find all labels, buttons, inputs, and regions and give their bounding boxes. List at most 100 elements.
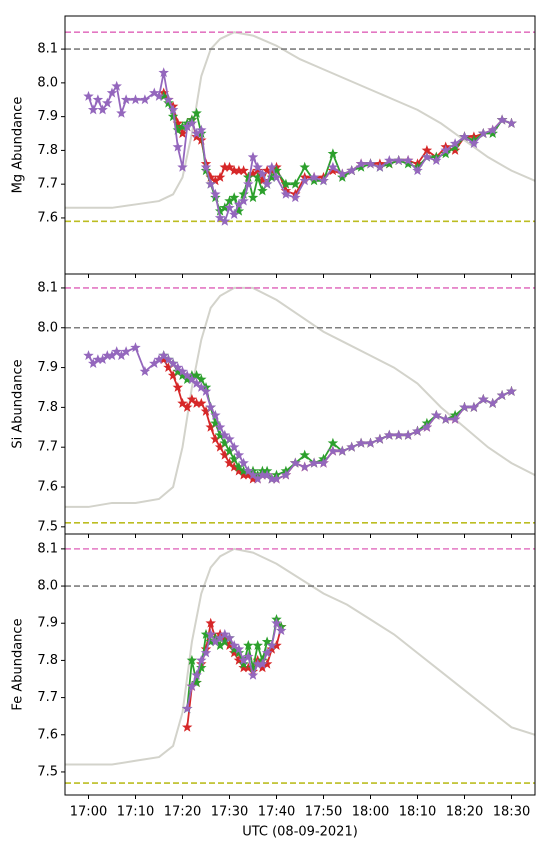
star-marker bbox=[308, 175, 320, 186]
star-marker bbox=[233, 654, 245, 665]
star-marker bbox=[158, 90, 169, 101]
star-marker bbox=[181, 401, 193, 412]
background-curve bbox=[65, 31, 535, 209]
star-marker bbox=[219, 628, 231, 639]
star-marker bbox=[116, 107, 127, 118]
star-marker bbox=[102, 97, 113, 108]
star-marker bbox=[308, 457, 320, 468]
star-marker bbox=[83, 90, 94, 101]
star-marker bbox=[196, 662, 207, 673]
star-marker bbox=[431, 155, 442, 165]
star-marker bbox=[327, 437, 339, 448]
x-tick-label: 18:30 bbox=[493, 805, 530, 820]
star-marker bbox=[111, 346, 122, 357]
star-marker bbox=[224, 433, 235, 444]
star-marker bbox=[355, 158, 367, 169]
star-marker bbox=[224, 457, 235, 468]
star-marker bbox=[158, 67, 169, 78]
star-marker bbox=[181, 121, 193, 132]
star-marker bbox=[290, 178, 301, 189]
star-marker bbox=[393, 429, 404, 440]
star-marker bbox=[205, 178, 216, 189]
star-marker bbox=[271, 165, 282, 176]
star-marker bbox=[261, 469, 273, 480]
star-marker bbox=[261, 165, 273, 176]
star-marker bbox=[243, 640, 254, 650]
star-marker bbox=[346, 441, 357, 452]
star-marker bbox=[299, 175, 310, 186]
star-marker bbox=[87, 358, 99, 369]
star-marker bbox=[205, 617, 216, 628]
star-marker bbox=[106, 350, 118, 361]
star-marker bbox=[83, 350, 94, 361]
star-marker bbox=[177, 397, 188, 408]
star-marker bbox=[238, 188, 249, 199]
star-marker bbox=[214, 632, 226, 643]
star-marker bbox=[186, 680, 198, 691]
star-marker bbox=[228, 165, 240, 176]
star-marker bbox=[449, 413, 461, 424]
star-marker bbox=[163, 94, 174, 105]
star-marker bbox=[243, 465, 254, 476]
star-marker bbox=[247, 669, 259, 680]
star-marker bbox=[177, 161, 188, 172]
y-tick-label: 7.7 bbox=[37, 177, 58, 192]
x-tick-label: 17:50 bbox=[305, 805, 342, 820]
star-marker bbox=[252, 171, 263, 182]
star-marker bbox=[120, 94, 132, 105]
star-marker bbox=[238, 195, 249, 206]
star-marker bbox=[440, 413, 451, 424]
star-marker bbox=[167, 104, 179, 115]
star-marker bbox=[412, 425, 423, 436]
star-marker bbox=[219, 449, 231, 460]
star-marker bbox=[116, 350, 127, 361]
star-marker bbox=[163, 97, 174, 108]
star-marker bbox=[233, 165, 245, 176]
star-marker bbox=[238, 165, 249, 176]
star-marker bbox=[172, 381, 184, 392]
star-marker bbox=[186, 117, 198, 128]
star-marker bbox=[177, 121, 188, 132]
star-marker bbox=[459, 401, 470, 412]
star-marker bbox=[384, 429, 395, 440]
star-marker bbox=[120, 346, 132, 357]
star-marker bbox=[243, 171, 254, 182]
star-marker bbox=[200, 161, 212, 172]
y-axis-label: Mg Abundance bbox=[11, 97, 26, 194]
star-marker bbox=[172, 362, 184, 373]
star-marker bbox=[205, 401, 216, 412]
star-marker bbox=[181, 374, 193, 384]
star-marker bbox=[421, 144, 433, 155]
star-marker bbox=[130, 94, 141, 105]
star-marker bbox=[261, 636, 273, 647]
star-marker bbox=[449, 138, 461, 149]
star-marker bbox=[257, 469, 268, 480]
star-marker bbox=[299, 449, 310, 460]
star-marker bbox=[280, 469, 292, 480]
star-marker bbox=[214, 429, 226, 440]
star-marker bbox=[290, 192, 301, 203]
star-marker bbox=[186, 374, 198, 384]
star-marker bbox=[290, 457, 301, 468]
star-marker bbox=[271, 473, 282, 484]
plot-area bbox=[65, 547, 535, 784]
y-tick-label: 8.1 bbox=[37, 280, 58, 295]
star-marker bbox=[252, 165, 263, 176]
y-tick-label: 7.8 bbox=[37, 143, 58, 158]
star-marker bbox=[257, 175, 268, 186]
star-marker bbox=[496, 114, 508, 125]
star-marker bbox=[172, 124, 184, 135]
star-marker bbox=[177, 128, 188, 138]
star-marker bbox=[205, 421, 216, 432]
star-marker bbox=[228, 643, 240, 654]
star-marker bbox=[257, 185, 268, 196]
star-marker bbox=[243, 469, 254, 480]
star-marker bbox=[219, 215, 231, 226]
star-marker bbox=[421, 151, 433, 162]
star-marker bbox=[210, 188, 221, 199]
star-marker bbox=[261, 647, 273, 658]
star-marker bbox=[158, 354, 169, 365]
star-marker bbox=[219, 636, 231, 647]
star-marker bbox=[261, 658, 273, 669]
star-marker bbox=[224, 640, 235, 650]
